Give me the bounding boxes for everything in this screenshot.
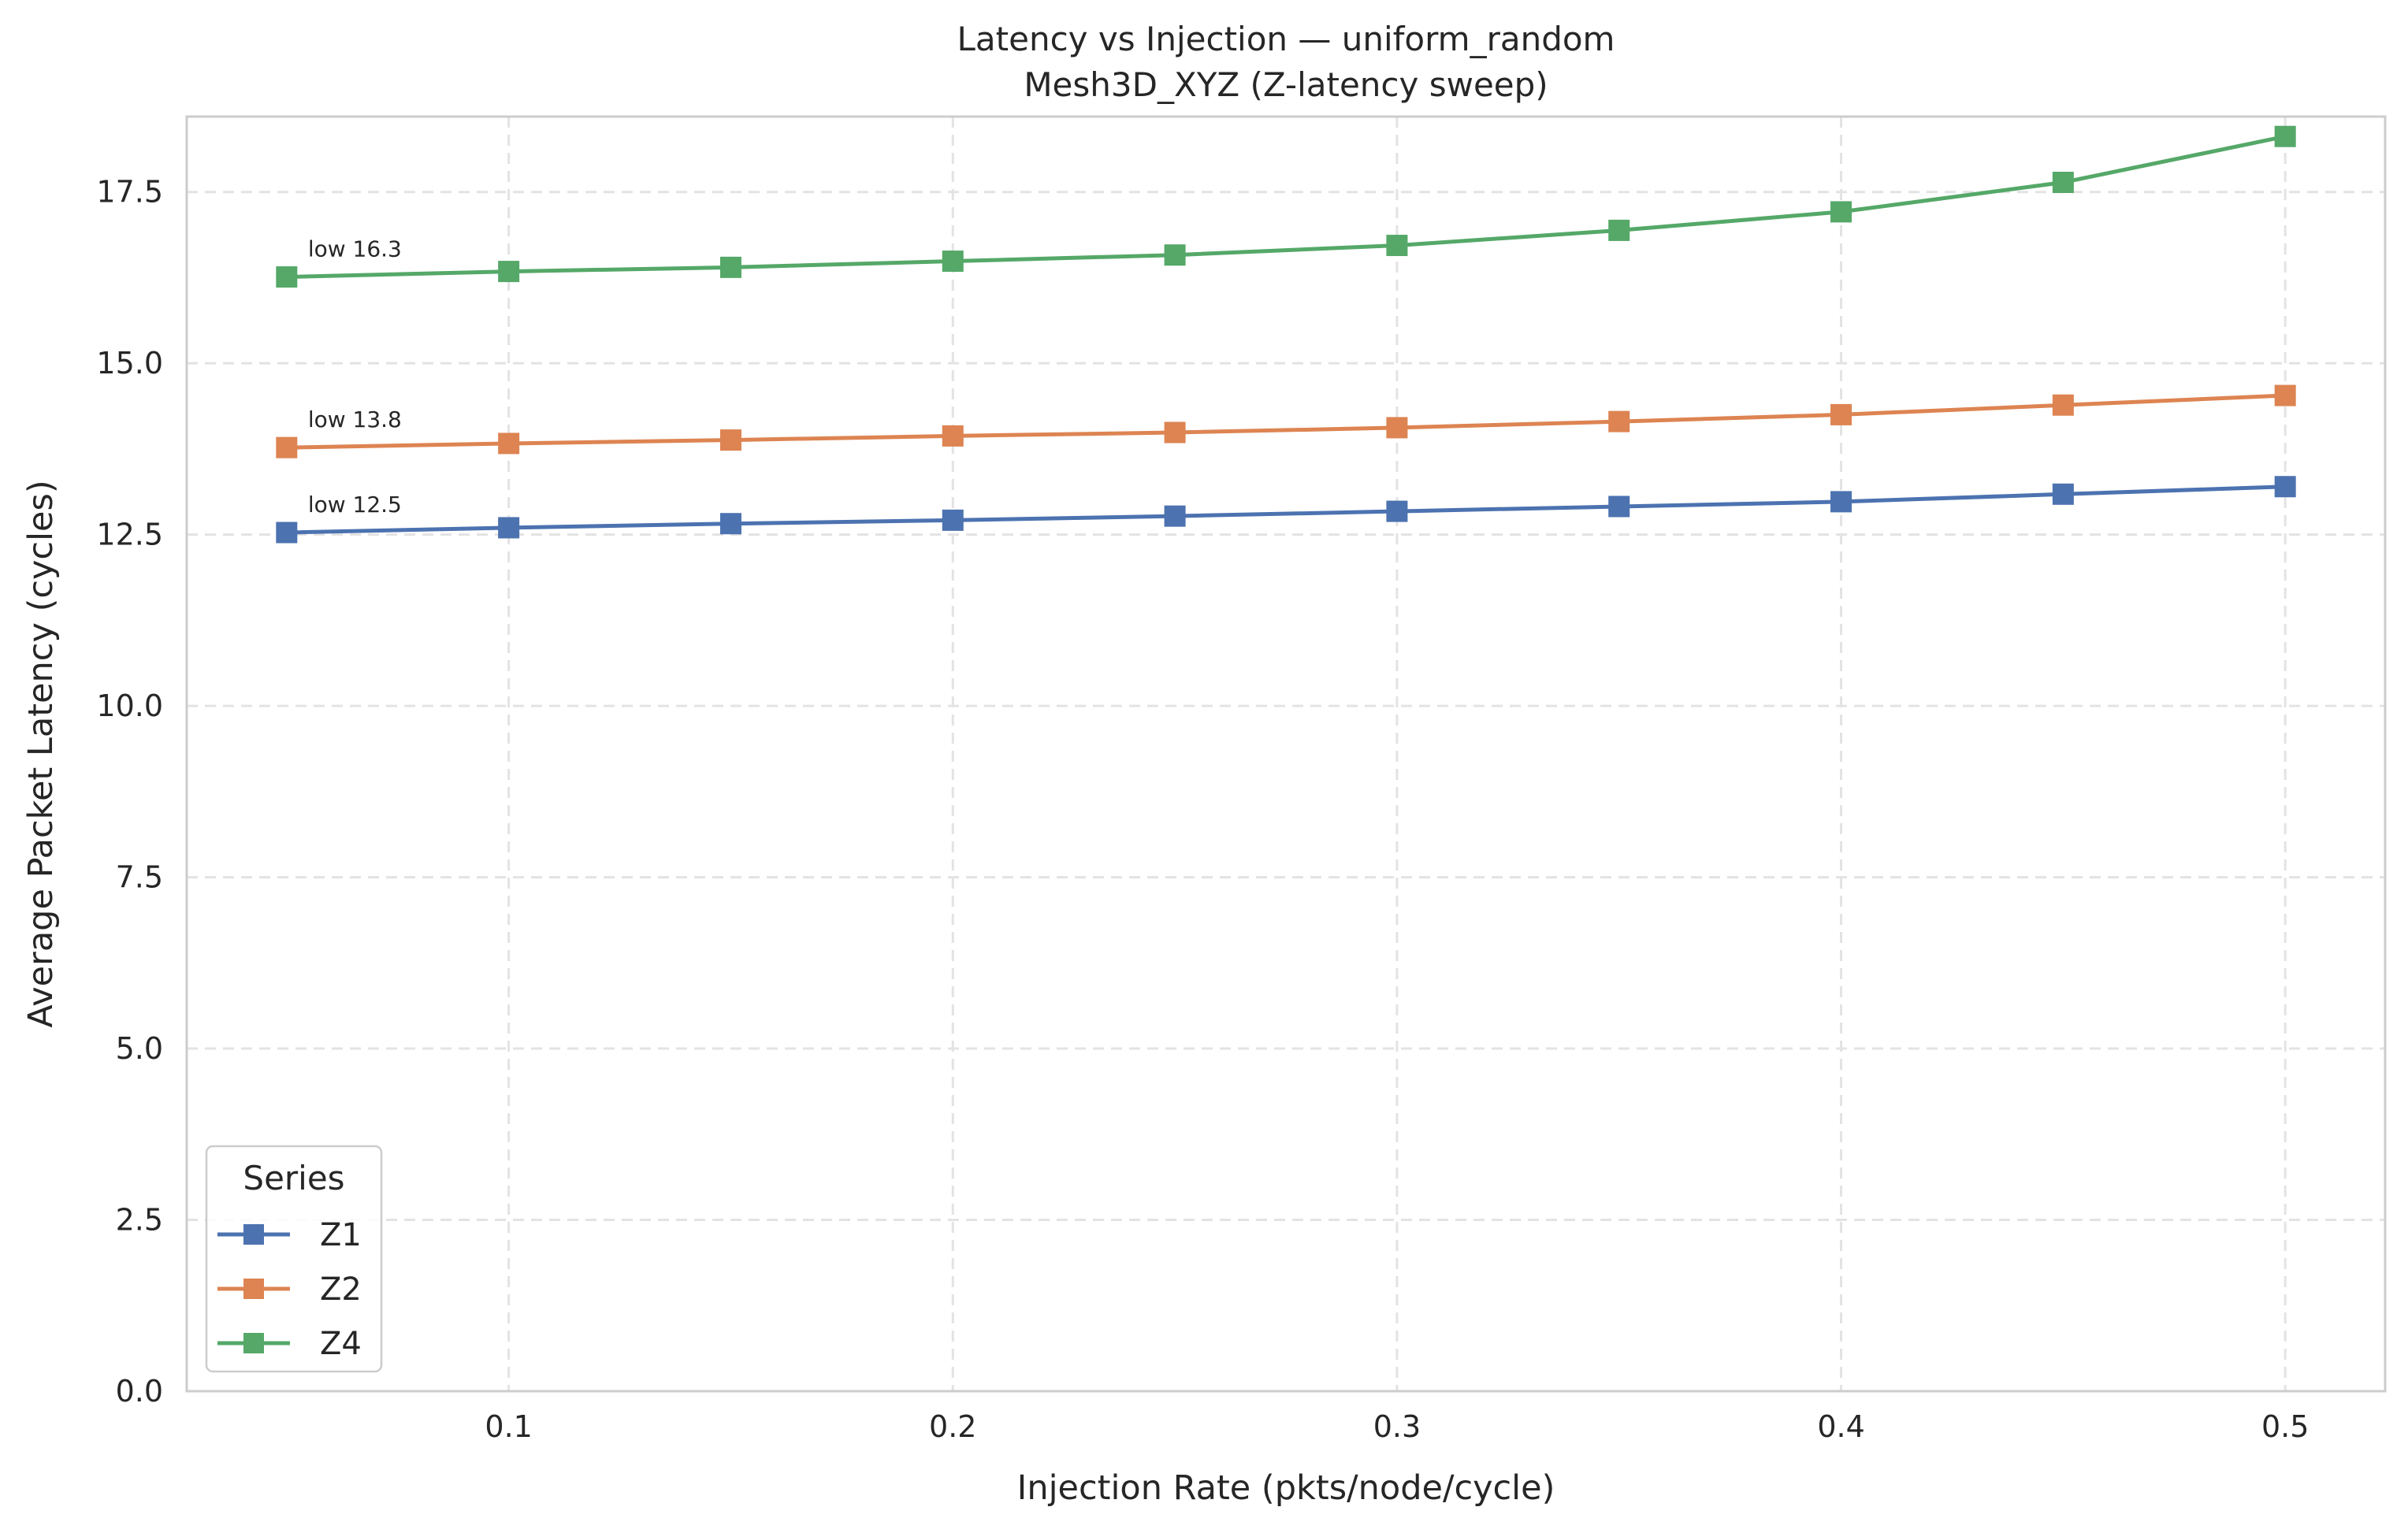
legend-swatch-marker <box>243 1333 264 1353</box>
legend-entries: Z1 Z2 Z4 <box>217 1217 362 1362</box>
x-axis-label: Injection Rate (pkts/node/cycle) <box>1017 1468 1555 1508</box>
y-tick-label: 5.0 <box>116 1031 163 1066</box>
data-point <box>1608 219 1630 241</box>
data-point <box>2052 394 2074 416</box>
data-point <box>942 251 964 273</box>
series-line-z2 <box>284 393 2287 450</box>
data-point <box>1164 244 1186 266</box>
series-z4 <box>276 125 2296 288</box>
legend-entry-z1: Z1 <box>217 1217 362 1253</box>
data-point <box>2274 476 2296 498</box>
legend-swatch-marker <box>243 1224 264 1245</box>
data-point <box>276 436 298 458</box>
annotation-label: low 13.8 <box>308 406 402 432</box>
data-point <box>276 522 298 544</box>
x-tick-label: 0.4 <box>1817 1409 1864 1444</box>
y-tick-label: 7.5 <box>116 860 163 895</box>
data-point <box>1164 421 1186 444</box>
data-point <box>1386 417 1408 439</box>
legend: Series Z1 Z2 Z4 <box>205 1145 383 1373</box>
data-point <box>942 425 964 447</box>
legend-box <box>205 1145 383 1373</box>
x-tick-label: 0.1 <box>485 1409 532 1444</box>
data-point <box>2052 172 2074 194</box>
series-z2 <box>276 384 2296 458</box>
legend-title: Series <box>243 1159 344 1197</box>
data-point <box>498 517 520 539</box>
legend-entry-z2: Z2 <box>217 1271 362 1308</box>
annotation-label: low 16.3 <box>308 236 402 262</box>
data-point <box>1386 500 1408 522</box>
annotation-label: low 12.5 <box>308 492 402 518</box>
data-point <box>276 266 298 288</box>
data-point <box>1830 403 1852 425</box>
series-layer <box>276 125 2296 544</box>
data-point <box>2052 483 2074 505</box>
y-tick-label: 2.5 <box>116 1203 163 1238</box>
series-z1 <box>276 476 2296 544</box>
data-point <box>1386 235 1408 257</box>
y-tick-label: 0.0 <box>116 1374 163 1409</box>
legend-label: Z1 <box>320 1217 362 1253</box>
data-point <box>1164 505 1186 527</box>
data-point <box>942 509 964 531</box>
y-tick-label: 15.0 <box>96 346 163 380</box>
data-point <box>719 513 741 535</box>
data-point <box>1830 201 1852 223</box>
chart-subtitle: Mesh3D_XYZ (Z-latency sweep) <box>1024 65 1548 104</box>
y-axis-label: Average Packet Latency (cycles) <box>21 480 61 1027</box>
chart-title: Latency vs Injection — uniform_random <box>957 20 1615 58</box>
grid-layer <box>187 117 2385 1391</box>
data-point <box>2274 384 2296 406</box>
data-point <box>1608 496 1630 518</box>
y-tick-label: 10.0 <box>96 689 163 723</box>
data-point <box>719 256 741 278</box>
data-point <box>719 429 741 451</box>
data-point <box>1830 491 1852 513</box>
y-tick-label: 12.5 <box>96 518 163 552</box>
plot-frame <box>185 115 2387 1393</box>
data-point <box>1608 410 1630 432</box>
annotation-layer: low 12.5 low 13.8 low 16.3 <box>308 236 402 518</box>
x-tick-label: 0.5 <box>2261 1409 2309 1444</box>
y-tick-label: 17.5 <box>96 175 163 210</box>
series-line-z4 <box>284 134 2287 280</box>
series-line-z1 <box>284 484 2287 535</box>
legend-entry-z4: Z4 <box>217 1326 362 1362</box>
data-point <box>498 261 520 283</box>
legend-swatch-marker <box>243 1279 264 1299</box>
x-tick-label: 0.2 <box>929 1409 976 1444</box>
x-tick-label: 0.3 <box>1373 1409 1421 1444</box>
tick-label-layer: 0.1 0.2 0.3 0.4 0.5 0.0 2.5 5.0 7.5 10.0 12.5 15.0 1… <box>96 175 2309 1444</box>
data-point <box>498 432 520 455</box>
legend-label: Z4 <box>320 1326 362 1362</box>
legend-label: Z2 <box>320 1271 362 1308</box>
data-point <box>2274 125 2296 147</box>
